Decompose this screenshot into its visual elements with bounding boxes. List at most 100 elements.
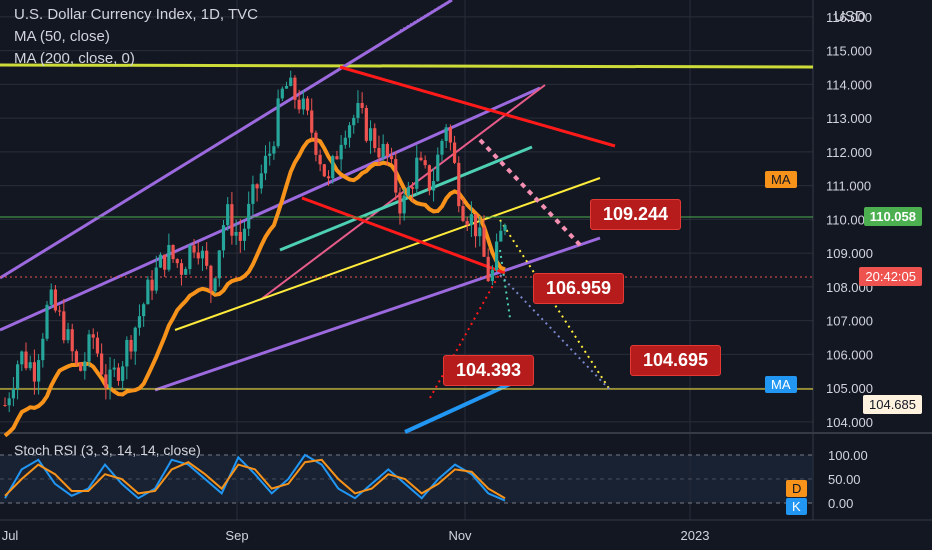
candle-body [125, 339, 129, 367]
candle-body [205, 250, 209, 266]
price-tick-label: 115.000 [826, 44, 872, 59]
candle-body [100, 353, 104, 375]
candle-body [381, 144, 385, 158]
ma200-price-tag: 104.685 [863, 395, 922, 414]
candle-body [452, 142, 457, 163]
candle-body [268, 153, 272, 156]
candle-body [280, 88, 284, 99]
stoch-d-line [4, 458, 506, 500]
stoch-d-tag: D [786, 480, 808, 497]
candle-body [28, 362, 32, 369]
candle-body [356, 102, 360, 118]
candle-body [402, 195, 406, 214]
candle-body [247, 203, 251, 229]
candle-body [53, 289, 58, 311]
candle-body [347, 125, 352, 138]
candle-body [217, 250, 221, 279]
candle-body [221, 225, 226, 251]
candle-body [272, 146, 276, 154]
currency-label: USD [834, 8, 866, 25]
ma50-legend: MA (50, close) [14, 28, 110, 45]
price-tick-label: 107.000 [826, 314, 873, 329]
candle-body [242, 228, 247, 241]
candle-body [339, 144, 343, 160]
candle-body [87, 334, 91, 362]
candle-body [335, 156, 339, 160]
time-tick-label: Nov [448, 528, 472, 543]
candle-body [310, 110, 314, 133]
candle-body [129, 339, 133, 352]
candle-body [368, 128, 373, 141]
candle-body [192, 245, 196, 253]
candle-body [37, 360, 41, 382]
candle-body [167, 245, 171, 270]
candle-body [419, 157, 423, 161]
price-tick-label: 104.000 [826, 415, 873, 430]
candle-body [32, 362, 37, 382]
candle-body [24, 351, 28, 369]
candle-body [154, 267, 158, 291]
candle-body [322, 164, 326, 177]
candle-body [301, 98, 305, 110]
ma50-tag: MA [765, 171, 797, 188]
candle-body [49, 289, 53, 305]
price-tick-label: 111.000 [826, 179, 871, 194]
time-tick-label: Jul [2, 528, 19, 543]
candle-body [91, 334, 95, 338]
candle-body [469, 214, 473, 226]
ma50-line [3, 137, 506, 438]
candle-body [70, 329, 74, 352]
candle-body [364, 107, 368, 141]
candle-body [238, 231, 242, 241]
price-tick-label: 109.000 [826, 246, 873, 261]
candle-body [431, 181, 436, 191]
price-tick-label: 112.000 [826, 145, 872, 160]
annotation-106959: 106.959 [533, 273, 625, 304]
candle-body [314, 132, 318, 155]
candle-body [448, 127, 452, 143]
candle-body [297, 99, 301, 110]
candle-body [461, 206, 465, 221]
candle-body [234, 231, 238, 236]
candle-body [158, 254, 163, 268]
candle-body [494, 241, 499, 271]
candle-body [175, 259, 179, 264]
candle-body [79, 363, 83, 371]
candle-body [352, 117, 356, 126]
candle-body [263, 155, 268, 174]
candle-body [482, 227, 486, 257]
candle-body [410, 187, 415, 189]
candle-body [389, 156, 394, 160]
candle-body [373, 128, 377, 149]
stoch-tick-label: 50.00 [828, 472, 861, 487]
price-tick-label: 114.000 [826, 77, 872, 92]
candle-body [16, 364, 20, 389]
candle-body [398, 192, 402, 214]
candle-body [45, 304, 49, 339]
candle-body [146, 279, 150, 305]
price-tick-label: 116.000 [826, 10, 872, 25]
candle-body [95, 337, 100, 354]
candle-body [326, 176, 331, 179]
candle-body [343, 137, 347, 145]
candle-body [116, 367, 121, 381]
candle-body [490, 270, 494, 282]
candle-body [179, 263, 184, 275]
candle-body [230, 204, 234, 236]
candle-body [259, 173, 263, 189]
candle-body [318, 154, 322, 165]
candle-body [104, 374, 108, 388]
candle-body [427, 165, 431, 191]
candle-body [20, 351, 24, 365]
price-tick-label: 113.000 [826, 111, 872, 126]
candle-body [503, 225, 507, 231]
candle-body [415, 157, 419, 189]
countdown-tag: 20:42:05 [859, 267, 922, 286]
annotation-104393: 104.393 [443, 355, 535, 386]
candle-body [58, 310, 62, 312]
candle-body [11, 388, 16, 399]
candle-body [284, 85, 289, 89]
candle-body [163, 254, 167, 270]
stoch-rsi-legend: Stoch RSI (3, 3, 14, 14, close) [14, 442, 201, 458]
candle-body [7, 398, 11, 406]
